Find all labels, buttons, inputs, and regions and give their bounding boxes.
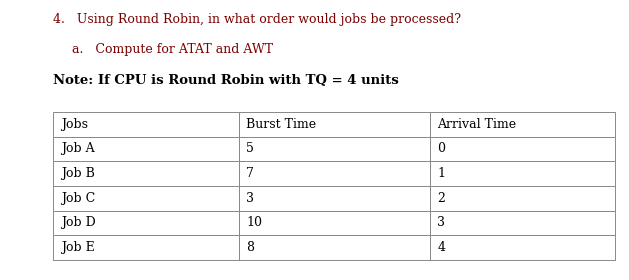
Text: Job E: Job E <box>61 241 95 254</box>
Text: Job A: Job A <box>61 143 94 155</box>
Text: 4.   Using Round Robin, in what order would jobs be processed?: 4. Using Round Robin, in what order woul… <box>53 13 462 25</box>
Text: 5: 5 <box>247 143 254 155</box>
Text: Arrival Time: Arrival Time <box>437 118 516 131</box>
Text: Burst Time: Burst Time <box>247 118 316 131</box>
Text: 10: 10 <box>247 216 262 229</box>
Text: Job C: Job C <box>61 192 95 205</box>
Text: Job D: Job D <box>61 216 96 229</box>
Text: 2: 2 <box>437 192 445 205</box>
Text: Note: If CPU is Round Robin with TQ = 4 units: Note: If CPU is Round Robin with TQ = 4 … <box>53 74 399 87</box>
Text: 0: 0 <box>437 143 445 155</box>
Text: 3: 3 <box>437 216 445 229</box>
Text: 3: 3 <box>247 192 254 205</box>
Text: Jobs: Jobs <box>61 118 88 131</box>
Text: 1: 1 <box>437 167 445 180</box>
Text: 4: 4 <box>437 241 445 254</box>
Text: 8: 8 <box>247 241 254 254</box>
Text: Job B: Job B <box>61 167 95 180</box>
Text: a.   Compute for ATAT and AWT: a. Compute for ATAT and AWT <box>72 43 274 56</box>
Text: 7: 7 <box>247 167 254 180</box>
